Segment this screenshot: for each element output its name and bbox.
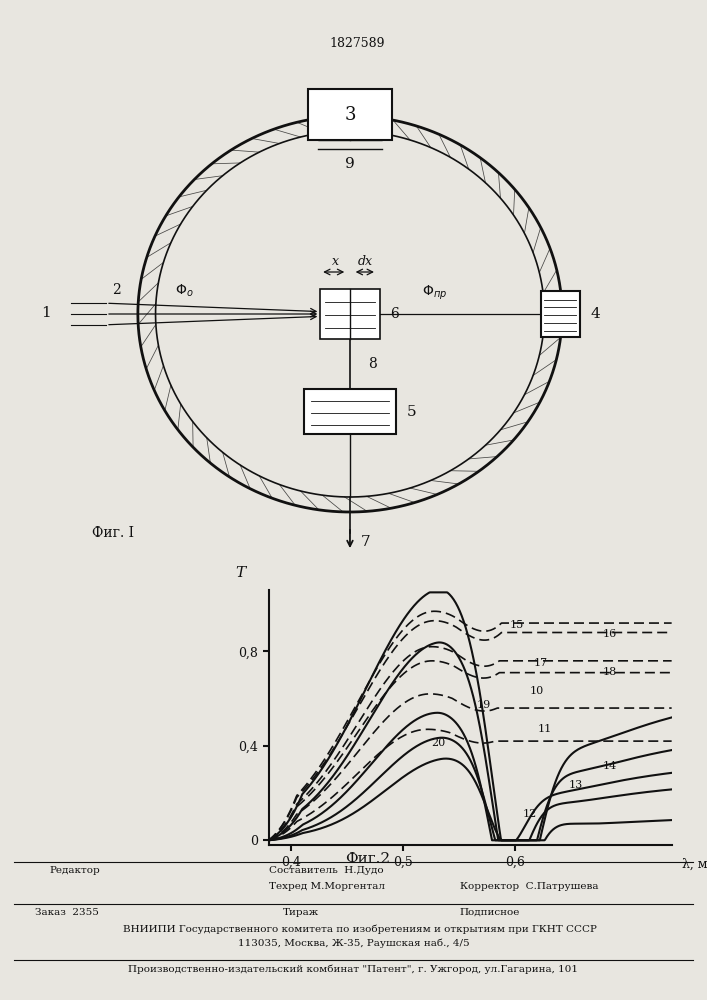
Text: Производственно-издательский комбинат "Патент", г. Ужгород, ул.Гагарина, 101: Производственно-издательский комбинат "П…	[129, 964, 578, 974]
Text: 14: 14	[602, 761, 617, 771]
Text: 16: 16	[602, 629, 617, 639]
Bar	[541, 291, 580, 337]
Text: dx: dx	[357, 255, 373, 268]
Text: 13: 13	[568, 780, 583, 790]
Bar	[304, 389, 396, 434]
Text: Фиг. I: Фиг. I	[92, 526, 134, 540]
Text: 7: 7	[361, 535, 370, 549]
Text: 18: 18	[602, 667, 617, 677]
Text: 3: 3	[344, 105, 356, 123]
Bar	[308, 89, 392, 140]
Text: 4: 4	[590, 307, 600, 321]
Text: Тираж: Тираж	[283, 908, 319, 917]
Text: 6: 6	[390, 307, 399, 321]
Text: Составитель  Н.Дудо: Составитель Н.Дудо	[269, 866, 383, 875]
Text: Фиг.2: Фиг.2	[345, 852, 390, 866]
Text: Техред М.Моргентал: Техред М.Моргентал	[269, 882, 385, 891]
Text: 5: 5	[407, 404, 416, 418]
Bar	[320, 289, 380, 339]
Text: 2: 2	[112, 283, 121, 297]
Text: 20: 20	[431, 738, 445, 748]
Text: 113035, Москва, Ж-35, Раушская наб., 4/5: 113035, Москва, Ж-35, Раушская наб., 4/5	[238, 938, 469, 948]
Text: Заказ  2355: Заказ 2355	[35, 908, 99, 917]
Text: 1827589: 1827589	[329, 37, 385, 50]
Text: 19: 19	[477, 700, 491, 710]
Text: 12: 12	[522, 809, 537, 819]
Text: T: T	[235, 566, 245, 580]
Text: λ, мкм: λ, мкм	[682, 858, 707, 871]
Text: $\Phi_o$: $\Phi_o$	[175, 283, 193, 299]
Text: $\Phi_{пр}$: $\Phi_{пр}$	[422, 284, 448, 302]
Text: 9: 9	[345, 157, 355, 171]
Text: 8: 8	[368, 357, 376, 371]
Text: x: x	[332, 255, 339, 268]
Text: 11: 11	[537, 724, 551, 734]
Text: 15: 15	[509, 620, 524, 630]
Text: Подписное: Подписное	[460, 908, 520, 917]
Text: ВНИИПИ Государственного комитета по изобретениям и открытиям при ГКНТ СССР: ВНИИПИ Государственного комитета по изоб…	[110, 924, 597, 934]
Text: Редактор: Редактор	[49, 866, 100, 875]
Text: 10: 10	[530, 686, 544, 696]
Bar	[318, 131, 382, 140]
Text: 1: 1	[41, 306, 51, 320]
Text: Корректор  С.Патрушева: Корректор С.Патрушева	[460, 882, 598, 891]
Text: 17: 17	[534, 658, 548, 668]
